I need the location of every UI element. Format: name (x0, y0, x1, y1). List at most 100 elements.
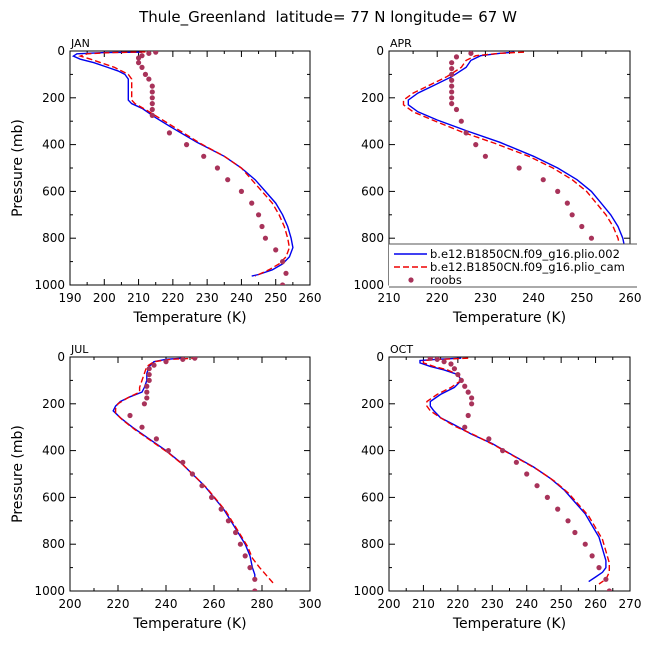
y-tick-label: 200 (361, 397, 384, 411)
panel-oct: OCT 200 210 220 230 240 250 260 270 0 200 400 600 800… (353, 343, 641, 632)
roobs-point (163, 359, 169, 365)
legend-label: roobs (430, 273, 462, 287)
x-tick-label: 250 (570, 291, 593, 305)
roobs-point (146, 51, 152, 56)
roobs-point (146, 76, 152, 82)
roobs-point (534, 483, 540, 489)
roobs-point (144, 389, 150, 395)
x-tick-label: 240 (522, 291, 545, 305)
roobs-point (166, 130, 173, 136)
roobs-point (449, 95, 455, 101)
roobs-point (139, 64, 145, 70)
roobs-point (127, 412, 133, 419)
series-line-plio-cam (78, 51, 291, 277)
series-line-plio-002 (71, 51, 294, 277)
y-tick-label: 600 (42, 490, 65, 504)
roobs-point (180, 357, 186, 362)
roobs-point (449, 89, 455, 95)
roobs-point (569, 212, 575, 218)
roobs-point (572, 529, 578, 536)
y-tick-label: 800 (42, 537, 65, 551)
legend: b.e12.B1850CN.f09_g16.plio.002b.e12.B185… (389, 243, 637, 288)
roobs-point (458, 118, 464, 124)
y-tick-label: 800 (361, 537, 384, 551)
roobs-point (233, 529, 239, 536)
roobs-point (458, 377, 464, 383)
x-tick-label: 200 (93, 291, 116, 305)
y-tick-label: 800 (361, 231, 384, 245)
y-axis-label: Pressure (mb) (10, 425, 26, 523)
roobs-point (449, 71, 455, 77)
x-tick-label: 200 (378, 597, 401, 611)
x-axis-label: Temperature (K) (132, 310, 246, 326)
y-tick-label: 1000 (353, 584, 384, 598)
y-tick-label: 1000 (353, 278, 384, 292)
roobs-point (500, 448, 506, 454)
x-tick-label: 200 (59, 597, 82, 611)
series-line-plio-002 (407, 51, 626, 277)
roobs-point (473, 142, 479, 148)
roobs-point (225, 177, 231, 183)
roobs-point (434, 357, 440, 362)
roobs-point (564, 200, 570, 206)
series-group (402, 51, 626, 285)
roobs-point (149, 83, 155, 89)
series-line-plio-cam (422, 357, 610, 585)
roobs-point (273, 247, 279, 253)
roobs-point (238, 188, 245, 194)
y-tick-label: 0 (57, 350, 65, 364)
roobs-point (242, 553, 248, 559)
roobs-point (451, 366, 458, 372)
figure-title: Thule_Greenland latitude= 77 N longitude… (138, 8, 517, 27)
roobs-point (262, 235, 269, 241)
y-tick-label: 200 (361, 91, 384, 105)
x-tick-label: 240 (230, 291, 253, 305)
roobs-point (482, 153, 488, 159)
roobs-point (189, 471, 195, 477)
x-axis-label: Temperature (K) (132, 616, 246, 632)
roobs-point (555, 506, 561, 512)
y-axis-label: Pressure (mb) (10, 119, 26, 217)
roobs-point (209, 494, 215, 500)
series-group (112, 357, 275, 591)
roobs-point (465, 412, 471, 419)
roobs-point (252, 576, 258, 582)
roobs-point (468, 51, 474, 56)
roobs-point (588, 235, 595, 241)
x-tick-label: 270 (619, 597, 642, 611)
roobs-point (441, 359, 447, 365)
x-tick-label: 260 (203, 597, 226, 611)
roobs-point (465, 389, 471, 395)
roobs-point (218, 506, 224, 512)
y-tick-label: 400 (42, 138, 65, 152)
roobs-point (462, 383, 468, 389)
legend-background (389, 244, 637, 287)
legend-label: b.e12.B1850CN.f09_g16.plio.002 (430, 247, 620, 261)
roobs-point (469, 401, 475, 407)
y-tick-label: 0 (57, 44, 65, 58)
x-tick-label: 260 (299, 291, 322, 305)
x-tick-label: 240 (155, 597, 178, 611)
x-tick-label: 220 (107, 597, 130, 611)
roobs-point (146, 371, 152, 378)
roobs-point (141, 401, 147, 407)
roobs-point (448, 361, 454, 367)
x-tick-label: 220 (426, 291, 449, 305)
roobs-point (449, 83, 455, 89)
roobs-point (427, 357, 433, 361)
y-tick-label: 200 (42, 91, 65, 105)
y-tick-label: 1000 (34, 278, 65, 292)
series-line-plio-002 (112, 357, 256, 580)
roobs-point (606, 588, 612, 591)
x-tick-label: 250 (550, 597, 573, 611)
roobs-point (449, 101, 455, 107)
roobs-point (249, 200, 255, 206)
roobs-point (149, 95, 155, 101)
roobs-point (149, 101, 155, 107)
roobs-point (449, 60, 455, 66)
roobs-point (146, 366, 152, 372)
panel-title: JAN (70, 37, 90, 50)
panel-title: APR (390, 37, 412, 50)
roobs-point (283, 270, 289, 276)
